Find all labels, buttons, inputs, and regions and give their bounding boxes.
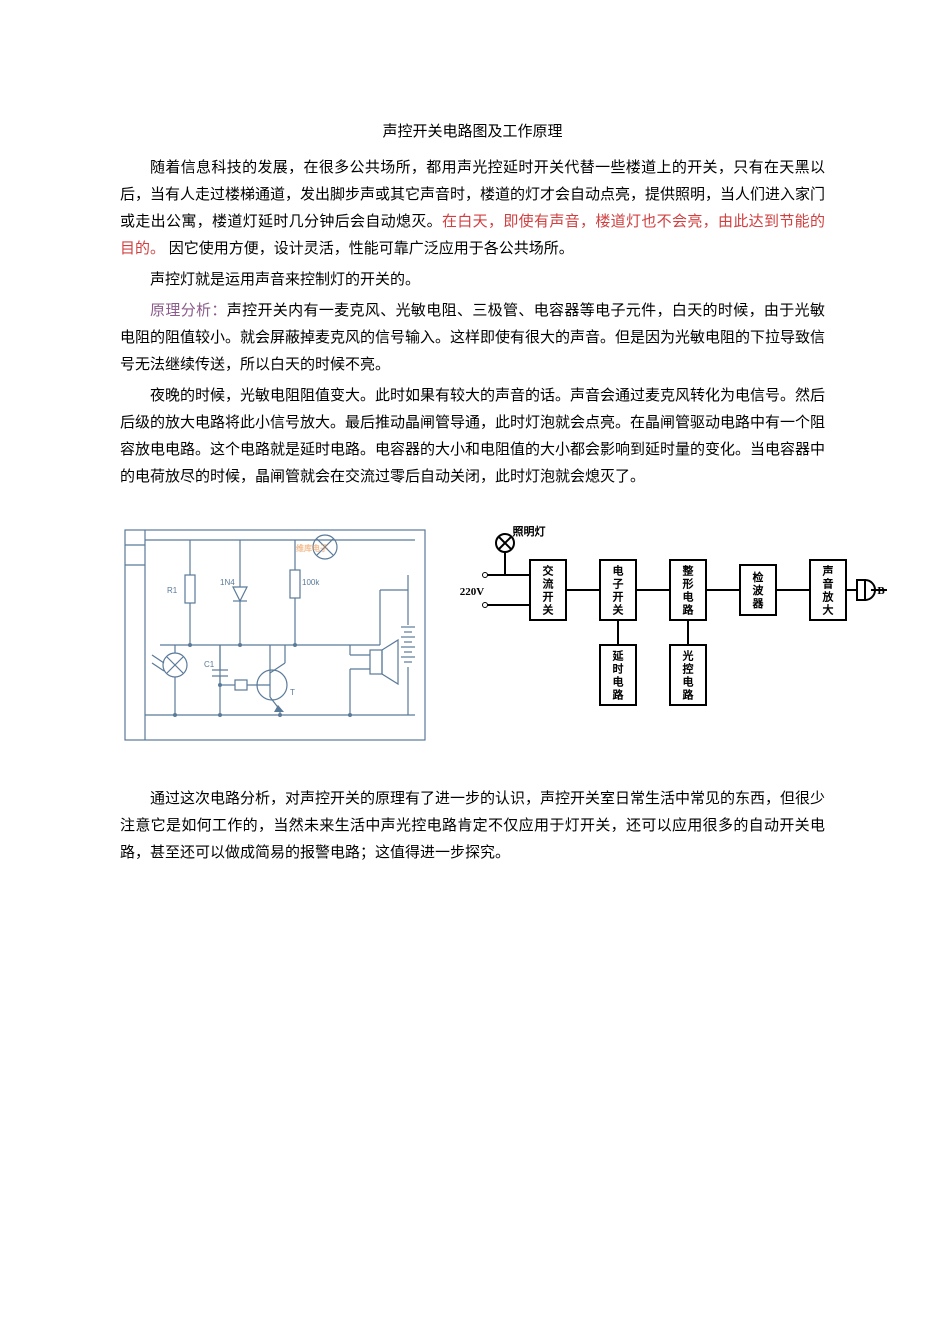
svg-text:电: 电: [613, 675, 624, 689]
svg-text:大: 大: [823, 603, 834, 617]
svg-text:音: 音: [823, 577, 834, 591]
diagram-row: R11N4100kC1T 维库电子 照明灯220V交流开关电子开关整形电路检波器…: [120, 515, 825, 750]
svg-text:路: 路: [683, 688, 695, 702]
svg-text:开: 开: [613, 591, 624, 604]
svg-text:T: T: [290, 688, 295, 697]
svg-text:电: 电: [683, 590, 694, 604]
paragraph-4: 夜晚的时候，光敏电阻阻值变大。此时如果有较大的声音的话。声音会通过麦克风转化为电…: [120, 383, 825, 491]
svg-text:延: 延: [612, 649, 625, 663]
svg-text:路: 路: [613, 688, 625, 702]
block-diagram: 照明灯220V交流开关电子开关整形电路检波器声音放大延时电路光控电路B: [450, 515, 890, 720]
svg-text:光: 光: [682, 649, 694, 663]
svg-text:照明灯: 照明灯: [513, 524, 546, 538]
svg-text:关: 关: [543, 603, 554, 617]
svg-text:220V: 220V: [460, 586, 485, 598]
paragraph-3: 原理分析：声控开关内有一麦克风、光敏电阻、三极管、电容器等电子元件，白天的时候，…: [120, 298, 825, 379]
svg-text:关: 关: [613, 603, 624, 617]
svg-text:子: 子: [613, 578, 624, 591]
svg-text:1N4: 1N4: [220, 578, 235, 587]
svg-text:放: 放: [822, 590, 835, 604]
svg-text:开: 开: [543, 591, 554, 604]
paragraph-2: 声控灯就是运用声音来控制灯的开关的。: [120, 267, 825, 294]
circuit-svg: R1 1N4 100k C1 T 维库电子: [120, 515, 430, 745]
para3-label: 原理分析：: [150, 303, 227, 319]
svg-text:R1: R1: [167, 586, 178, 595]
paragraph-1: 随着信息科技的发展，在很多公共场所，都用声光控延时开关代替一些楼道上的开关，只有…: [120, 155, 825, 263]
svg-text:器: 器: [752, 597, 765, 610]
svg-text:交: 交: [543, 564, 554, 578]
svg-text:控: 控: [683, 662, 694, 676]
svg-text:C1: C1: [204, 660, 215, 669]
paragraph-5: 通过这次电路分析，对声控开关的原理有了进一步的认识，声控开关室日常生活中常见的东…: [120, 786, 825, 867]
svg-text:检: 检: [753, 570, 764, 584]
svg-text:整: 整: [682, 564, 694, 578]
svg-text:形: 形: [683, 578, 694, 591]
svg-text:流: 流: [543, 577, 554, 591]
svg-text:声: 声: [822, 564, 834, 578]
svg-text:波: 波: [753, 583, 765, 597]
svg-text:电: 电: [683, 675, 694, 689]
svg-text:100k: 100k: [302, 578, 320, 587]
doc-title: 声控开关电路图及工作原理: [120, 120, 825, 141]
svg-text:路: 路: [683, 603, 695, 617]
para1-part2: 因它使用方便，设计灵活，性能可靠广泛应用于各公共场所。: [165, 241, 574, 257]
watermark-text: 维库电子: [296, 543, 328, 553]
svg-text:时: 时: [613, 662, 624, 676]
circuit-schematic: R1 1N4 100k C1 T 维库电子: [120, 515, 430, 750]
svg-text:电: 电: [613, 564, 624, 578]
block-diagram-svg: 照明灯220V交流开关电子开关整形电路检波器声音放大延时电路光控电路B: [450, 515, 890, 715]
